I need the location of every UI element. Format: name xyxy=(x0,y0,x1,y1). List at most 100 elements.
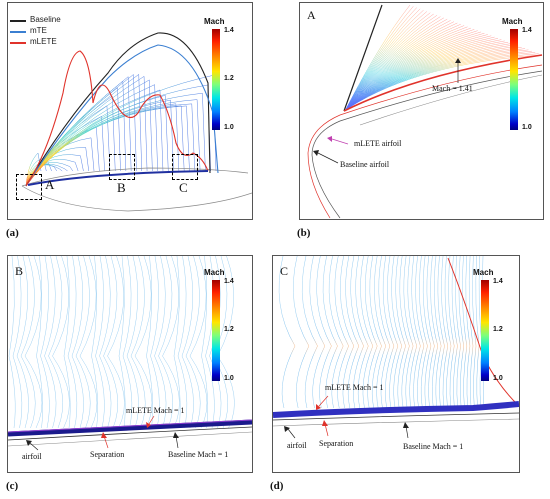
mlete-sonic-line xyxy=(8,419,252,433)
contour-line xyxy=(25,152,42,187)
contour-line xyxy=(346,17,444,109)
airfoil-label: airfoil xyxy=(287,441,307,450)
arrow-baseline-head xyxy=(403,422,409,428)
contour-line xyxy=(345,6,414,110)
contour-line xyxy=(448,256,455,409)
contour-line xyxy=(419,256,428,409)
contour-line xyxy=(278,256,296,409)
colorbar-tick-mid: 1.2 xyxy=(224,75,234,82)
contour-line xyxy=(67,256,78,429)
contour-line xyxy=(63,256,71,429)
panel-d-plot xyxy=(273,256,519,439)
contour-line xyxy=(395,256,406,409)
panel-d: C Mach 1.4 1.2 1.0 mLETE Mach = 1 airfoi… xyxy=(272,255,520,473)
airfoil-outline xyxy=(21,167,249,187)
contour-line xyxy=(185,256,201,429)
colorbar-tick-mid: 1.2 xyxy=(493,326,503,333)
contour-line xyxy=(411,256,421,409)
airfoil-lower xyxy=(21,185,252,212)
contour-line xyxy=(374,256,387,409)
zoom-box-c xyxy=(172,154,198,180)
sonic-band xyxy=(273,401,519,418)
contour-line xyxy=(79,256,98,429)
panel-a: Baseline mTE mLETE Mach 1.4 1.2 1.0 A B … xyxy=(7,2,253,220)
contour-line xyxy=(293,256,310,409)
contour-line xyxy=(369,256,382,409)
baseline-airfoil-outline xyxy=(311,70,543,219)
contour-line xyxy=(350,256,364,409)
panel-a-plot xyxy=(21,32,252,212)
arrow-mlete-airfoil xyxy=(331,138,349,145)
contour-line xyxy=(378,256,391,409)
mte-sonic-line xyxy=(25,44,219,187)
contour-line xyxy=(189,256,208,429)
contour-line xyxy=(345,4,411,110)
contour-line xyxy=(346,18,448,109)
contour-line xyxy=(103,256,118,429)
colorbar-title: Mach xyxy=(204,17,225,26)
contour-line xyxy=(162,256,180,429)
contour-line xyxy=(146,256,153,429)
contour-line xyxy=(24,256,43,429)
mach-contours xyxy=(278,256,486,409)
contour-line xyxy=(458,256,464,409)
mlete-airfoil-outline xyxy=(307,64,543,219)
mlete-mach-label: mLETE Mach = 1 xyxy=(325,383,384,392)
contour-line xyxy=(181,256,194,429)
panel-b-plot xyxy=(307,4,543,219)
colorbar-title: Mach xyxy=(473,268,494,277)
zoom-label-b: B xyxy=(117,180,126,195)
airfoil-surface xyxy=(273,412,519,421)
contour-line xyxy=(316,256,332,409)
contour-line xyxy=(346,12,431,109)
arrow-airfoil-head xyxy=(284,426,290,432)
contour-line xyxy=(309,256,326,409)
panel-b: A Mach 1.4 1.0 Mach = 1.41 mLETE airfoil… xyxy=(299,2,544,220)
contour-line xyxy=(134,256,153,429)
contour-line xyxy=(40,256,50,429)
contour-line xyxy=(346,13,434,109)
colorbar-gradient xyxy=(212,280,220,381)
mlete-mach-label: mLETE Mach = 1 xyxy=(126,406,185,415)
contour-line xyxy=(126,256,139,429)
contour-line xyxy=(130,256,146,429)
zoom-label-a: A xyxy=(45,177,55,192)
contour-line xyxy=(322,256,338,409)
arrow-airfoil xyxy=(287,428,296,439)
contour-line xyxy=(455,256,461,409)
contour-line xyxy=(154,256,167,429)
contour-line xyxy=(472,256,477,409)
contour-line xyxy=(465,256,471,409)
contour-line xyxy=(122,256,133,429)
contour-line xyxy=(441,256,449,409)
contour-line xyxy=(387,256,399,409)
contour-line xyxy=(346,8,421,109)
baseline-line xyxy=(8,431,252,447)
contour-line xyxy=(382,256,395,409)
arrow-airfoil xyxy=(29,442,39,451)
legend-swatch-mlete xyxy=(10,42,26,44)
contour-line xyxy=(345,256,360,409)
caption-b: (b) xyxy=(297,227,311,239)
arrow-separation-head xyxy=(322,420,328,426)
separation-label: Separation xyxy=(319,439,354,448)
contour-line xyxy=(430,256,439,409)
separation-label: Separation xyxy=(90,450,125,459)
boundary-layer-band xyxy=(27,170,209,186)
contour-line xyxy=(158,256,173,429)
arrow-mlete-head xyxy=(316,404,321,410)
contour-line xyxy=(346,11,428,109)
contour-line xyxy=(444,256,452,409)
contour-line xyxy=(99,256,112,429)
caption-c: (c) xyxy=(6,480,19,492)
contour-line xyxy=(355,256,369,409)
panel-d-corner-label: C xyxy=(280,264,289,278)
contour-line xyxy=(422,256,432,409)
panel-c-corner-label: B xyxy=(15,264,24,278)
contour-line xyxy=(328,256,344,409)
arrow-baseline-head xyxy=(173,432,179,438)
mach-contours xyxy=(8,256,235,429)
colorbar-gradient xyxy=(212,29,220,130)
contour-line xyxy=(25,84,158,187)
contour-line xyxy=(107,256,125,429)
